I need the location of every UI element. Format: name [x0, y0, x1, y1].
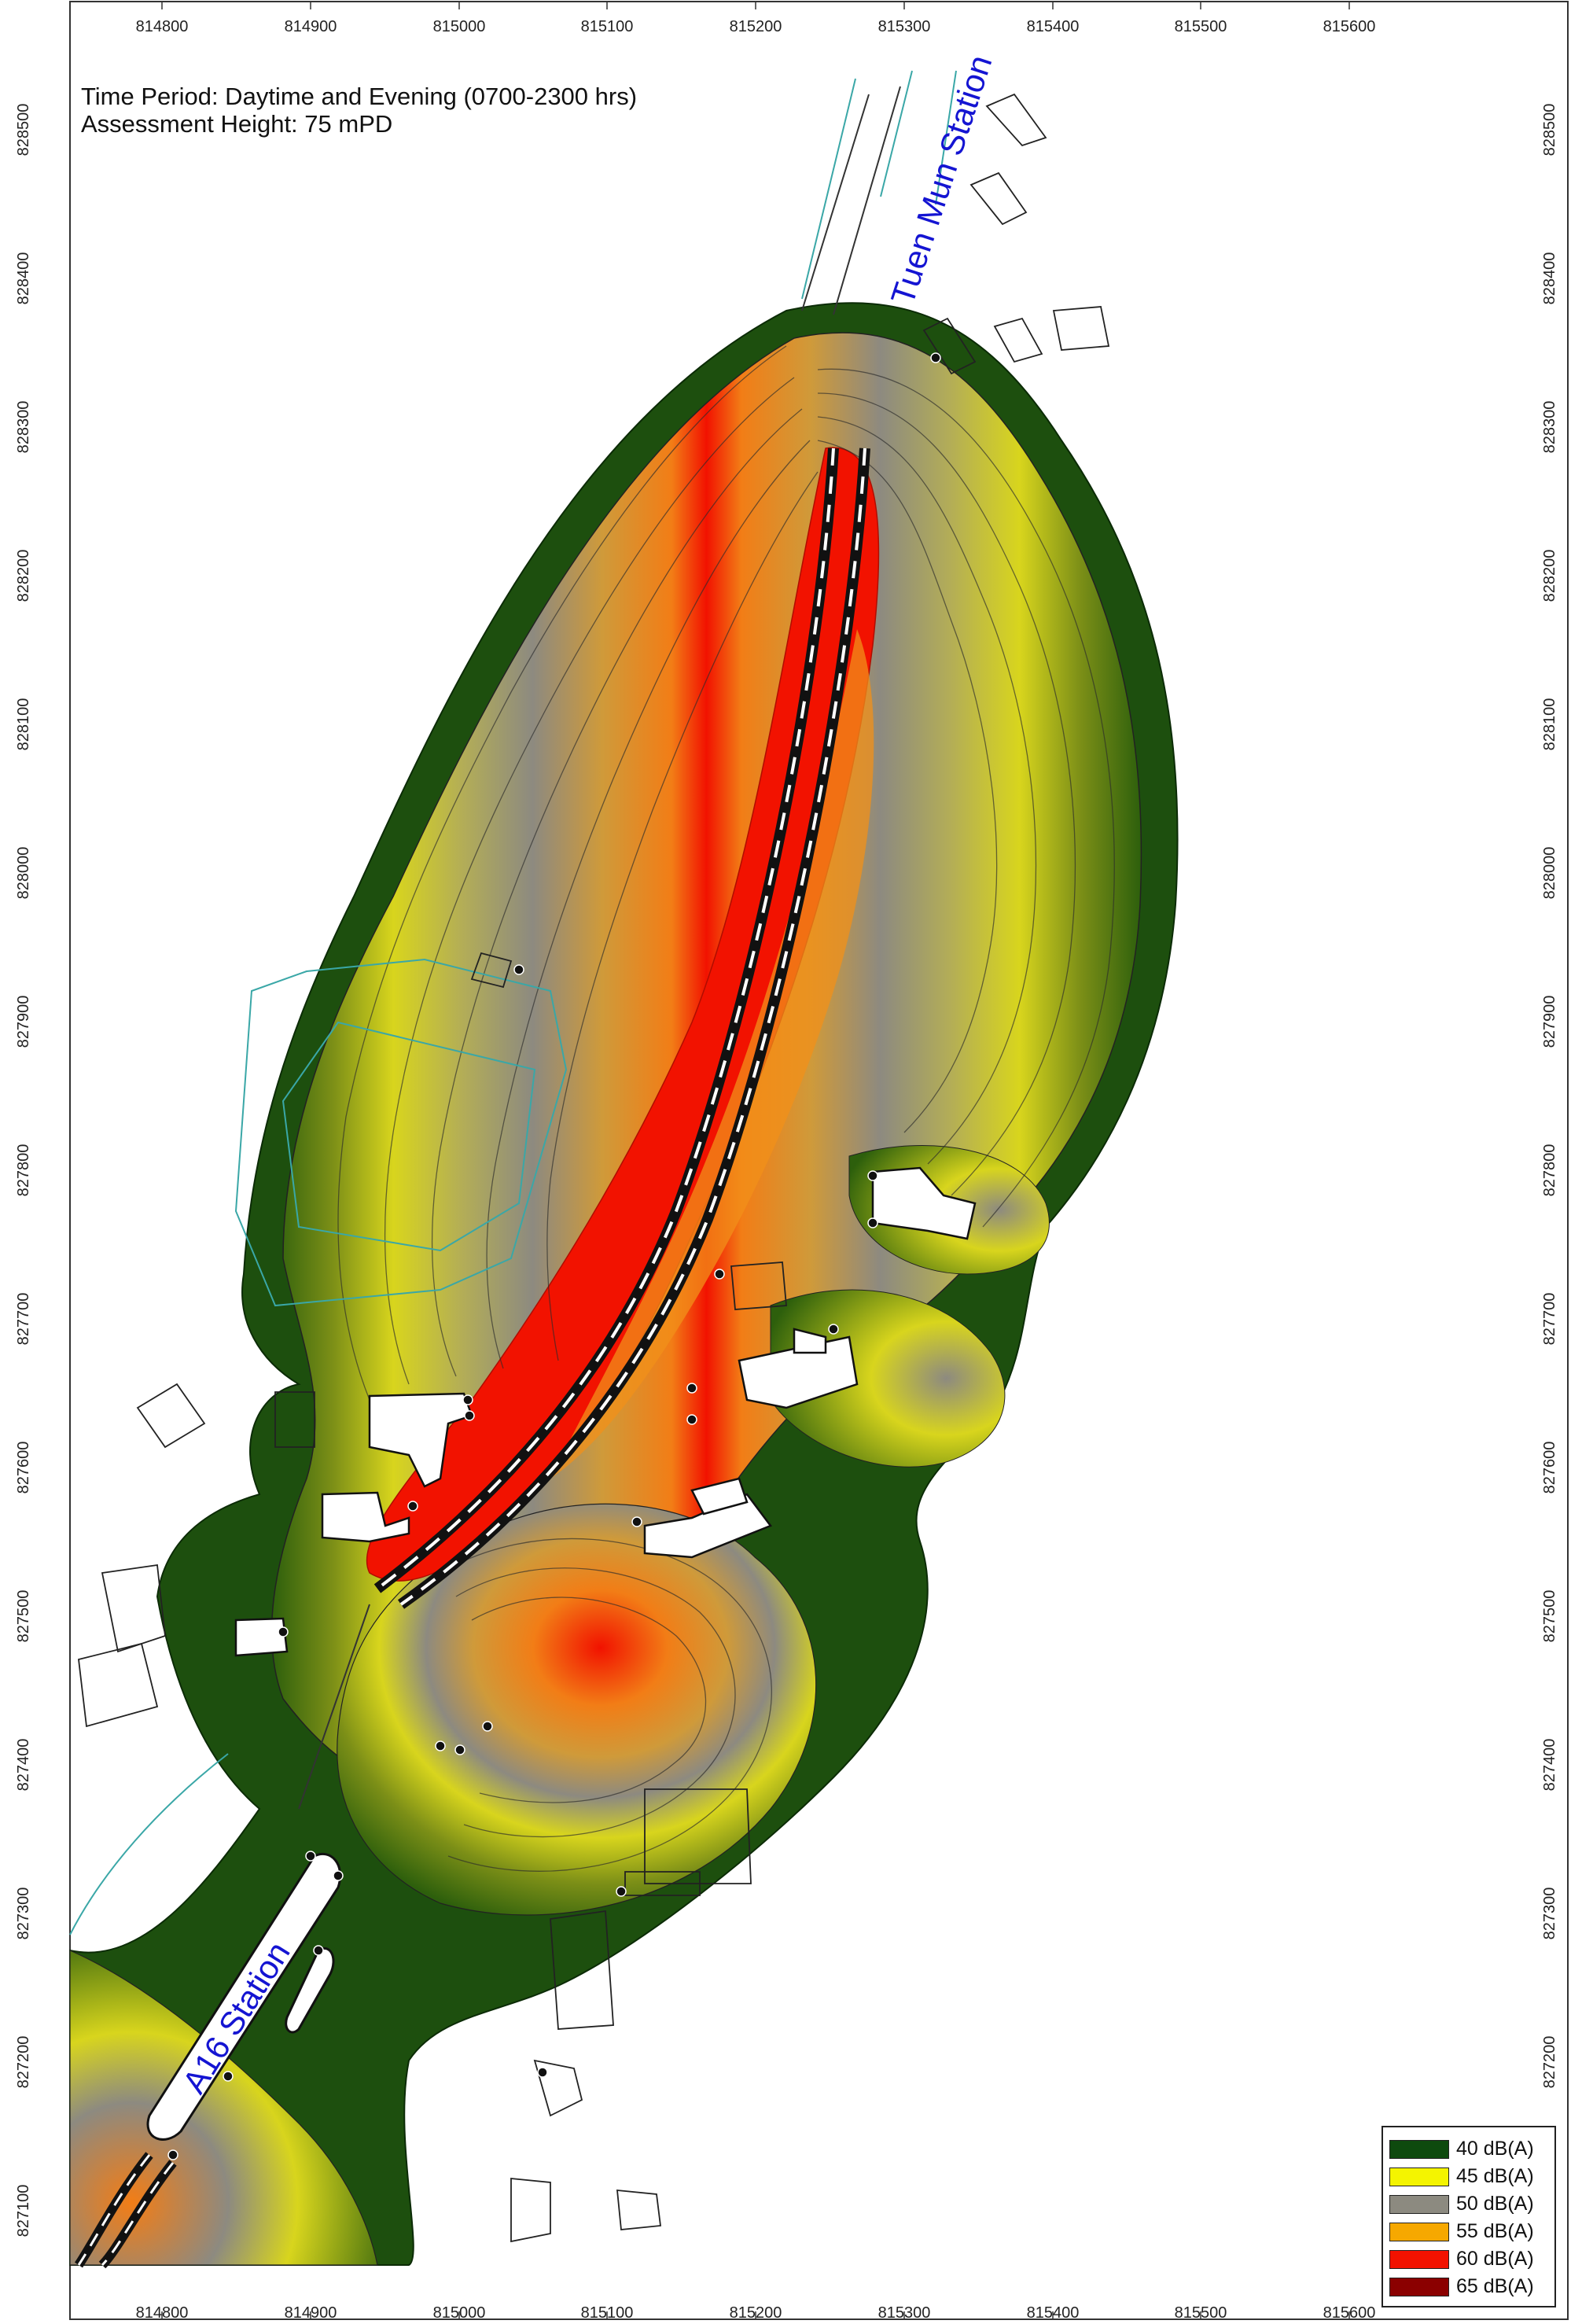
- left-tick-label: 827700: [15, 1293, 32, 1346]
- right-tick-label: 827200: [1541, 2036, 1558, 2089]
- left-tick-label: 827300: [15, 1888, 32, 1940]
- left-axis: 828500 828400 828300 828200 828100 82800…: [15, 104, 32, 2237]
- left-tick-label: 828000: [15, 847, 32, 900]
- legend-swatch: [1389, 2139, 1449, 2159]
- top-tick-label: 815400: [1027, 18, 1080, 35]
- legend-item: 55 dB(A): [1389, 2218, 1548, 2245]
- left-tick-label: 827800: [15, 1144, 32, 1197]
- left-tick-label: 827400: [15, 1739, 32, 1792]
- noise-level-legend: 40 dB(A) 45 dB(A) 50 dB(A) 55 dB(A) 60 d…: [1381, 2126, 1556, 2307]
- top-tick-label: 814800: [136, 18, 189, 35]
- top-tick-label: 815200: [730, 18, 782, 35]
- left-tick-label: 827500: [15, 1590, 32, 1643]
- left-tick-label: 828100: [15, 698, 32, 751]
- right-tick-label: 827500: [1541, 1590, 1558, 1643]
- top-tick-label: 814900: [285, 18, 337, 35]
- contour-lines: [337, 345, 1115, 1872]
- right-tick-label: 827800: [1541, 1144, 1558, 1197]
- right-tick-label: 828200: [1541, 550, 1558, 602]
- legend-item: 40 dB(A): [1389, 2135, 1548, 2163]
- right-tick-label: 828300: [1541, 401, 1558, 454]
- legend-swatch: [1389, 2249, 1449, 2269]
- left-tick-label: 827600: [15, 1442, 32, 1494]
- x-tick-marks: [161, 2, 1350, 2319]
- legend-item: 60 dB(A): [1389, 2245, 1548, 2273]
- legend-swatch: [1389, 2194, 1449, 2214]
- rail-alignment: [75, 86, 901, 2269]
- contour-east-lobe-1: [770, 1289, 1006, 1468]
- left-tick-label: 827100: [15, 2185, 32, 2237]
- map-title-line-1: Time Period: Daytime and Evening (0700-2…: [81, 83, 637, 110]
- platform-inner: [285, 1947, 335, 2034]
- left-tick-label: 828200: [15, 550, 32, 602]
- right-tick-label: 827400: [1541, 1739, 1558, 1792]
- top-tick-label: 815600: [1323, 18, 1376, 35]
- legend-label: 50 dB(A): [1456, 2193, 1534, 2215]
- receiver-points: [167, 352, 941, 2160]
- contour-orange-shoulder: [550, 629, 874, 1479]
- legend-label: 60 dB(A): [1456, 2248, 1534, 2270]
- legend-item: 50 dB(A): [1389, 2190, 1548, 2218]
- legend-label: 65 dB(A): [1456, 2275, 1534, 2297]
- left-tick-label: 828400: [15, 252, 32, 305]
- site-boundary-lines: [69, 70, 957, 1935]
- right-tick-label: 827300: [1541, 1888, 1558, 1940]
- right-tick-label: 828000: [1541, 847, 1558, 900]
- building-outlines-thin: [78, 93, 1110, 2243]
- map-border: [69, 1, 1569, 2320]
- legend-label: 55 dB(A): [1456, 2220, 1534, 2242]
- right-tick-label: 827600: [1541, 1442, 1558, 1494]
- legend-label: 40 dB(A): [1456, 2138, 1534, 2160]
- legend-label: 45 dB(A): [1456, 2165, 1534, 2187]
- a16-station-platform: [146, 1852, 342, 2141]
- left-tick-label: 828300: [15, 401, 32, 454]
- left-tick-label: 827900: [15, 996, 32, 1048]
- legend-swatch: [1389, 2277, 1449, 2296]
- right-axis: 828500 828400 828300 828200 828100 82800…: [1541, 104, 1558, 2089]
- left-tick-label: 828500: [15, 104, 32, 157]
- right-tick-label: 827900: [1541, 996, 1558, 1048]
- contour-sw-tail: [69, 1950, 378, 2266]
- right-tick-label: 828400: [1541, 252, 1558, 305]
- top-tick-label: 815300: [878, 18, 931, 35]
- top-tick-label: 815100: [581, 18, 634, 35]
- top-tick-label: 815500: [1175, 18, 1227, 35]
- top-tick-label: 815000: [433, 18, 486, 35]
- map-subtitle-line-2: Assessment Height: 75 mPD: [81, 110, 392, 138]
- left-tick-label: 827200: [15, 2036, 32, 2089]
- legend-swatch: [1389, 2167, 1449, 2186]
- legend-swatch: [1389, 2222, 1449, 2241]
- right-tick-label: 828100: [1541, 698, 1558, 751]
- building-footprints: [234, 1166, 977, 1657]
- right-tick-label: 828500: [1541, 104, 1558, 157]
- right-tick-label: 827700: [1541, 1293, 1558, 1346]
- legend-item: 65 dB(A): [1389, 2273, 1548, 2300]
- legend-item: 45 dB(A): [1389, 2163, 1548, 2190]
- top-axis: 814800 814900 815000 815100 815200 81530…: [136, 18, 1376, 35]
